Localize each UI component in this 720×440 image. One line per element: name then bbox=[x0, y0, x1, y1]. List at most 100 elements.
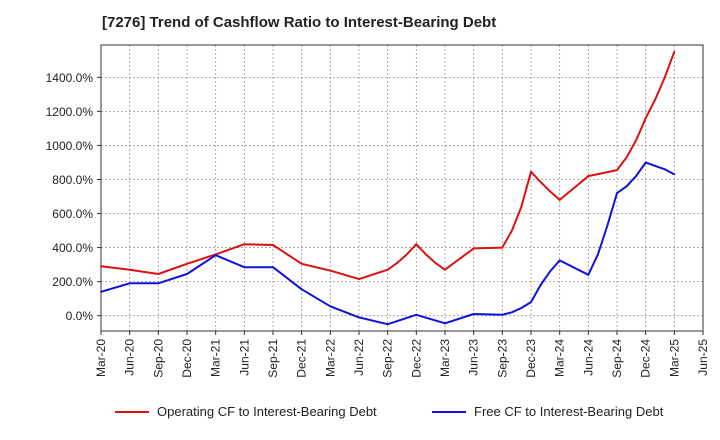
data-point-free-cf bbox=[300, 288, 303, 291]
data-point-operating-cf bbox=[501, 246, 504, 249]
y-tick-label: 1000.0% bbox=[46, 139, 94, 153]
plot-area bbox=[101, 45, 703, 331]
data-point-operating-cf bbox=[539, 181, 542, 183]
data-point-operating-cf bbox=[243, 243, 246, 246]
data-point-free-cf bbox=[663, 168, 666, 171]
data-point-free-cf bbox=[587, 273, 590, 276]
x-tick-label: Sep-23 bbox=[495, 339, 509, 378]
data-point-operating-cf bbox=[520, 205, 523, 208]
data-point-free-cf bbox=[243, 266, 246, 269]
data-point-operating-cf bbox=[673, 50, 676, 53]
x-tick-label: Mar-23 bbox=[438, 339, 452, 377]
data-point-free-cf bbox=[358, 316, 360, 319]
data-point-operating-cf bbox=[635, 139, 638, 142]
data-point-free-cf bbox=[673, 173, 676, 176]
data-point-free-cf bbox=[444, 322, 446, 325]
data-point-operating-cf bbox=[157, 273, 160, 275]
data-point-operating-cf bbox=[587, 175, 590, 177]
y-tick-label: 800.0% bbox=[52, 173, 93, 187]
data-point-operating-cf bbox=[386, 268, 389, 271]
chart-title: [7276] Trend of Cashflow Ratio to Intere… bbox=[102, 14, 497, 31]
data-point-free-cf bbox=[214, 254, 217, 257]
data-point-free-cf bbox=[558, 259, 561, 262]
data-point-operating-cf bbox=[358, 278, 360, 280]
legend-item-operating-cf: Operating CF to Interest-Bearing Debt bbox=[115, 404, 377, 419]
x-tick-label: Jun-21 bbox=[237, 339, 251, 376]
data-point-operating-cf bbox=[616, 169, 618, 172]
y-tick-label: 600.0% bbox=[52, 207, 93, 221]
data-point-operating-cf bbox=[530, 170, 532, 173]
data-point-free-cf bbox=[186, 273, 188, 275]
data-point-operating-cf bbox=[128, 268, 131, 271]
x-tick-label: Dec-21 bbox=[295, 339, 309, 378]
y-tick-label: 1400.0% bbox=[46, 71, 94, 85]
data-point-free-cf bbox=[501, 313, 504, 316]
data-point-operating-cf bbox=[300, 262, 303, 265]
data-point-free-cf bbox=[596, 253, 599, 256]
x-tick-label: Dec-22 bbox=[409, 339, 423, 378]
x-tick-label: Mar-22 bbox=[323, 339, 337, 377]
data-point-free-cf bbox=[386, 323, 389, 326]
y-tick-label: 400.0% bbox=[52, 241, 93, 255]
legend-swatch-operating-cf bbox=[115, 410, 149, 413]
data-point-operating-cf bbox=[663, 76, 666, 79]
legend-label-free-cf: Free CF to Interest-Bearing Debt bbox=[474, 404, 664, 419]
data-point-free-cf bbox=[616, 192, 618, 195]
data-point-free-cf bbox=[520, 307, 523, 309]
data-point-operating-cf bbox=[549, 190, 552, 193]
x-tick-label: Sep-22 bbox=[381, 339, 395, 378]
data-point-free-cf bbox=[415, 313, 418, 316]
x-tick-label: Jun-23 bbox=[467, 339, 481, 376]
data-point-free-cf bbox=[530, 301, 532, 303]
data-point-free-cf bbox=[606, 224, 609, 227]
x-tick-label: Mar-25 bbox=[667, 339, 681, 377]
data-point-operating-cf bbox=[644, 117, 647, 120]
data-point-free-cf bbox=[635, 175, 638, 177]
data-point-operating-cf bbox=[424, 253, 427, 256]
x-tick-label: Jun-24 bbox=[581, 339, 595, 376]
x-tick-label: Jun-25 bbox=[696, 339, 710, 376]
data-point-free-cf bbox=[329, 305, 332, 308]
data-point-free-cf bbox=[625, 185, 628, 188]
data-point-operating-cf bbox=[510, 229, 513, 232]
data-point-free-cf bbox=[157, 282, 160, 285]
data-point-free-cf bbox=[654, 164, 657, 167]
y-tick-label: 1200.0% bbox=[46, 105, 94, 119]
x-tick-label: Jun-20 bbox=[123, 339, 137, 376]
data-point-operating-cf bbox=[100, 265, 102, 268]
data-point-free-cf bbox=[510, 311, 513, 314]
data-point-operating-cf bbox=[625, 156, 628, 159]
data-point-free-cf bbox=[272, 266, 274, 269]
x-tick-label: Sep-21 bbox=[266, 339, 280, 378]
data-point-operating-cf bbox=[654, 98, 657, 101]
data-point-operating-cf bbox=[558, 199, 561, 201]
data-point-free-cf bbox=[100, 290, 102, 293]
x-tick-label: Jun-22 bbox=[352, 339, 366, 376]
data-point-operating-cf bbox=[444, 268, 446, 271]
x-tick-label: Sep-20 bbox=[151, 339, 165, 378]
data-point-free-cf bbox=[549, 270, 552, 273]
x-tick-label: Mar-20 bbox=[94, 339, 108, 377]
data-point-free-cf bbox=[644, 161, 647, 164]
legend-swatch-free-cf bbox=[432, 410, 466, 413]
data-point-operating-cf bbox=[329, 269, 332, 272]
legend: Operating CF to Interest-Bearing Debt Fr… bbox=[0, 404, 720, 426]
y-tick-label: 200.0% bbox=[52, 275, 93, 289]
data-point-operating-cf bbox=[396, 262, 399, 264]
data-point-free-cf bbox=[472, 313, 475, 315]
data-point-operating-cf bbox=[434, 262, 437, 264]
data-point-operating-cf bbox=[405, 253, 408, 256]
x-tick-label: Sep-24 bbox=[610, 339, 624, 378]
x-tick-label: Mar-24 bbox=[553, 339, 567, 377]
x-tick-label: Dec-24 bbox=[639, 339, 653, 378]
x-tick-label: Mar-21 bbox=[209, 339, 223, 377]
data-point-operating-cf bbox=[472, 247, 475, 250]
x-tick-label: Dec-23 bbox=[524, 339, 538, 378]
legend-item-free-cf: Free CF to Interest-Bearing Debt bbox=[432, 404, 663, 419]
plot-frame bbox=[100, 44, 704, 332]
data-point-operating-cf bbox=[415, 243, 418, 246]
data-point-operating-cf bbox=[272, 244, 274, 246]
legend-label-operating-cf: Operating CF to Interest-Bearing Debt bbox=[157, 404, 377, 419]
x-tick-label: Dec-20 bbox=[180, 339, 194, 378]
